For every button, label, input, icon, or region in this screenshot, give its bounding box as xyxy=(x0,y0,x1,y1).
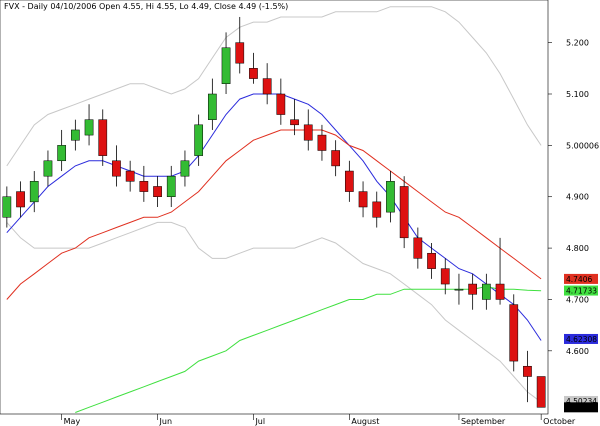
candle-body xyxy=(358,191,368,208)
y-tick-label: 5.100 xyxy=(566,90,589,99)
x-tick-label: September xyxy=(461,417,506,426)
candle-body xyxy=(276,93,286,115)
price-tag-label: 4.49 xyxy=(566,403,583,412)
indicator-line xyxy=(6,221,542,403)
price-tag-label: 4.62308 xyxy=(566,335,597,344)
price-tag xyxy=(564,333,598,344)
y-tick-label: 4.800 xyxy=(566,244,589,253)
y-tick-label: 4.900 xyxy=(566,193,589,202)
x-tick-label: May xyxy=(64,417,81,426)
candle-body xyxy=(481,283,491,300)
candle-body xyxy=(221,47,231,84)
indicator-line xyxy=(6,6,542,167)
y-tick-label: 5.00006 xyxy=(566,141,599,150)
candle-body xyxy=(84,119,94,136)
candle-body xyxy=(207,93,217,120)
plot-frame xyxy=(0,0,549,415)
candle-body xyxy=(194,124,204,156)
candle-body xyxy=(43,160,53,177)
indicator-line xyxy=(6,93,542,341)
candle-body xyxy=(413,237,423,259)
indicator-line xyxy=(75,286,542,413)
x-tick-label: October xyxy=(543,417,576,426)
candle-body xyxy=(440,268,450,285)
x-tick-label: August xyxy=(351,417,379,426)
candle-body xyxy=(166,175,176,197)
candle-body xyxy=(386,181,395,213)
candle-body xyxy=(344,170,354,192)
candle-body xyxy=(2,196,12,218)
candle-body xyxy=(290,119,299,126)
price-tag xyxy=(564,273,598,284)
candle-body xyxy=(262,78,272,95)
price-tag-label: 4.50234 xyxy=(566,397,597,406)
candle-body xyxy=(331,150,341,167)
y-tick-label: 5.200 xyxy=(566,39,589,48)
candle-body xyxy=(16,191,25,208)
candle-body xyxy=(454,288,464,291)
price-tag-label: 4.7406 xyxy=(566,275,592,284)
candle-body xyxy=(57,145,67,162)
candle-body xyxy=(303,124,313,141)
candle-body xyxy=(153,186,162,197)
candle-body xyxy=(29,181,39,203)
price-tag-label: 4.71733 xyxy=(566,287,597,296)
candle-body xyxy=(98,119,108,156)
candle-body xyxy=(536,376,546,408)
y-tick-label: 4.700 xyxy=(566,295,589,304)
x-tick-label: Jul xyxy=(254,417,265,426)
x-tick-label: Jun xyxy=(159,417,173,426)
candle-body xyxy=(523,365,532,377)
candle-body xyxy=(180,160,190,177)
candle-body xyxy=(399,186,409,239)
candle-body xyxy=(70,129,80,141)
candle-body xyxy=(317,134,327,151)
candle-body xyxy=(249,68,258,79)
candle-body xyxy=(372,201,382,218)
candle-body xyxy=(468,283,478,295)
price-tag xyxy=(564,395,598,406)
price-tag xyxy=(564,285,598,296)
candle-body xyxy=(235,42,245,64)
candle-body xyxy=(139,181,149,192)
indicator-line xyxy=(6,129,542,300)
candle-body xyxy=(125,170,135,182)
candle-body xyxy=(509,304,519,362)
price-tag xyxy=(564,402,598,413)
chart-title: FVX - Daily 04/10/2006 Open 4.55, Hi 4.5… xyxy=(4,2,288,11)
candle-body xyxy=(427,252,436,269)
y-tick-label: 4.600 xyxy=(566,347,589,356)
candle-body xyxy=(495,283,505,300)
candle-body xyxy=(112,160,121,177)
